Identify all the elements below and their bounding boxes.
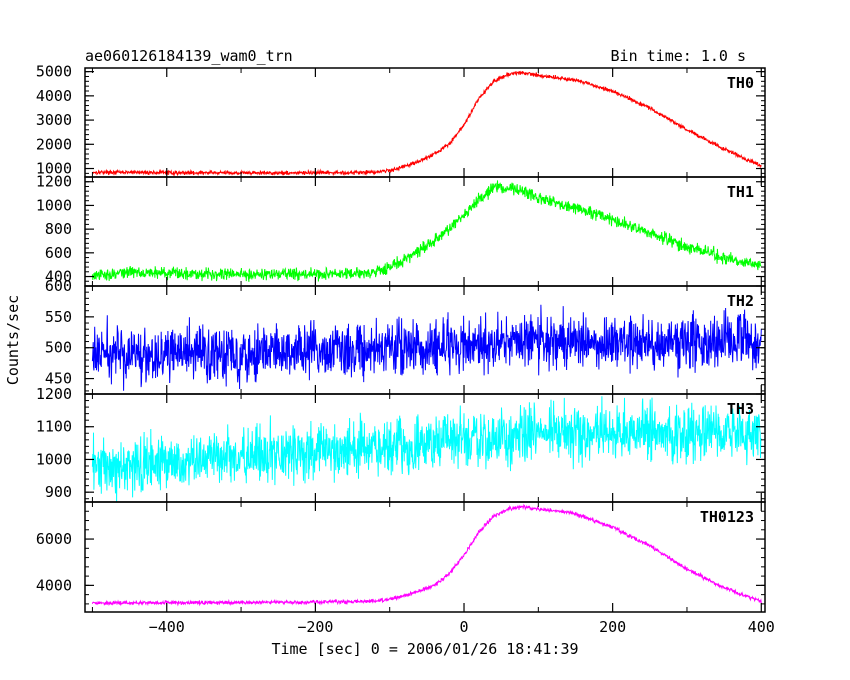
panel-label: TH1: [727, 183, 754, 201]
y-tick-label: 2000: [36, 135, 72, 153]
y-tick-label: 1200: [36, 173, 72, 191]
x-tick-label: −400: [149, 618, 185, 636]
panel-frame: [84, 501, 766, 613]
series-line-th0: [92, 70, 762, 177]
y-tick-label: 4000: [36, 576, 72, 594]
y-tick-label: 600: [45, 244, 72, 262]
x-tick-label: 0: [460, 618, 469, 636]
y-tick-label: 500: [45, 339, 72, 357]
panel-th1: 400 600 800 1000 1200 TH1: [36, 173, 766, 287]
series-line-th0123: [91, 503, 762, 607]
panel-label: TH2: [727, 292, 754, 310]
x-tick-label: 400: [748, 618, 775, 636]
y-tick-label: 3000: [36, 111, 72, 129]
panel-th0123: 4000 6000 TH0123: [36, 501, 766, 613]
panel-th0: 1000 2000 3000 4000 5000 TH0: [36, 63, 766, 178]
x-tick-label: 200: [599, 618, 626, 636]
x-axis-label: Time [sec] 0 = 2006/01/26 18:41:39: [271, 640, 578, 658]
y-tick-label: 400: [45, 268, 72, 286]
panel-label: TH0: [727, 74, 754, 92]
panel-label: TH3: [727, 400, 754, 418]
series-line-th2: [91, 304, 762, 391]
panel-frame: [84, 67, 766, 178]
y-tick-label: 800: [45, 220, 72, 238]
y-tick-label: 1000: [36, 450, 72, 468]
panel-frame: [84, 176, 766, 287]
x-tick-label: −200: [297, 618, 333, 636]
y-tick-label: 1200: [36, 385, 72, 403]
y-tick-label: 4000: [36, 87, 72, 105]
y-tick-label: 1000: [36, 196, 72, 214]
bin-time-label: Bin time: 1.0 s: [611, 47, 746, 65]
series-line-th3: [91, 396, 762, 502]
y-tick-label: 900: [45, 483, 72, 501]
chart-title: ae060126184139_wam0_trn: [85, 47, 293, 65]
panel-th2: 450 500 550 600 TH2: [45, 277, 766, 395]
y-tick-label: 1100: [36, 418, 72, 436]
series-line-th1: [91, 180, 762, 282]
y-tick-label: 550: [45, 308, 72, 326]
y-tick-label: 450: [45, 370, 72, 388]
y-tick-label: 1000: [36, 160, 72, 178]
y-tick-label: 600: [45, 277, 72, 295]
y-axis-label: Counts/sec: [4, 295, 22, 385]
panel-th3: 900 1000 1100 1200 TH3: [36, 385, 766, 503]
x-axis-tick-labels: −400 −200 0 200 400: [149, 618, 775, 636]
y-tick-label: 6000: [36, 530, 72, 548]
y-tick-label: 5000: [36, 63, 72, 81]
panel-label: TH0123: [700, 508, 754, 526]
